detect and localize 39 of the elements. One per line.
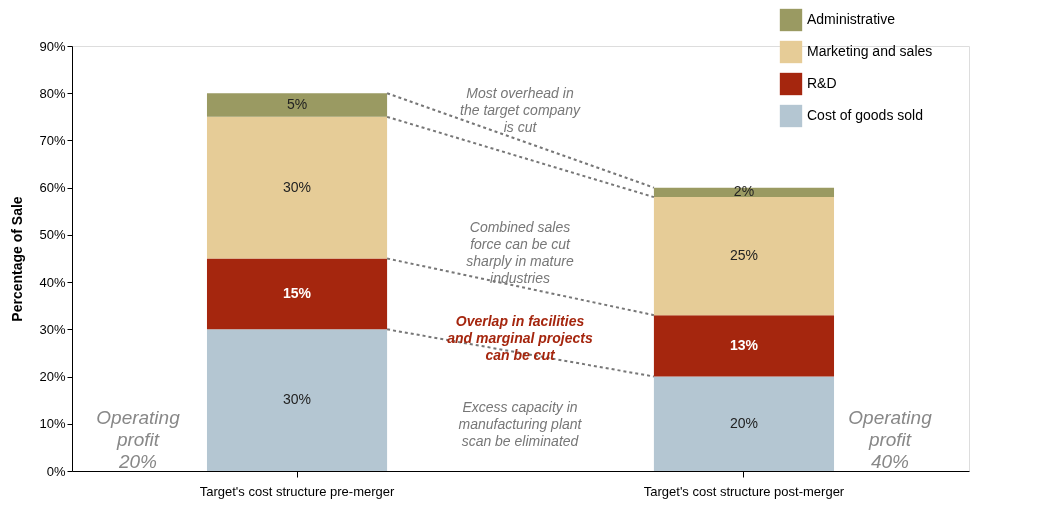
y-tick-label: 80% bbox=[39, 85, 66, 101]
data-label: 20% bbox=[729, 414, 758, 431]
annotation: Operating profit 40% bbox=[848, 407, 933, 472]
y-tick-label: 60% bbox=[39, 180, 66, 196]
y-axis-title: Percentage of Sale bbox=[9, 196, 26, 322]
x-tick-label: Target's cost structure pre-merger bbox=[199, 483, 396, 499]
annotation: Combined sales force can be cut sharply in mature industries bbox=[466, 219, 574, 286]
legend-label: Marketing and sales bbox=[807, 43, 933, 59]
bar bbox=[206, 258, 388, 330]
annotation: Excess capacity in manufacturing plant scan be eliminated bbox=[458, 399, 583, 449]
bar bbox=[206, 116, 388, 259]
y-tick-label: 20% bbox=[39, 369, 66, 385]
y-tick-label: 30% bbox=[39, 321, 66, 337]
annotation: Overlap in facilities and marginal projects can be cut bbox=[447, 313, 593, 363]
bar bbox=[206, 329, 388, 471]
y-tick-label: 50% bbox=[39, 227, 66, 243]
x-tick-label: Target's cost structure post-merger bbox=[643, 483, 845, 499]
y-tick-label: 90% bbox=[39, 38, 66, 54]
data-label: 30% bbox=[283, 178, 312, 195]
bar bbox=[653, 197, 835, 316]
data-label: 25% bbox=[729, 247, 758, 264]
y-tick-label: 40% bbox=[39, 274, 66, 290]
y-tick-label: 0% bbox=[46, 463, 66, 479]
annotation: Operating profit 20% bbox=[96, 407, 181, 472]
legend-label: R&D bbox=[807, 75, 837, 91]
data-label: 5% bbox=[286, 96, 308, 113]
annotation: Most overhead in the target company is cut bbox=[460, 85, 581, 135]
bar bbox=[653, 315, 835, 377]
data-label: 15% bbox=[283, 284, 312, 301]
data-label: 13% bbox=[729, 336, 759, 353]
legend-label: Cost of goods sold bbox=[807, 107, 923, 123]
y-tick-label: 10% bbox=[39, 416, 66, 432]
legend-label: Administrative bbox=[807, 11, 896, 27]
y-tick-label: 70% bbox=[39, 132, 66, 148]
data-label: 2% bbox=[733, 183, 755, 200]
data-label: 30% bbox=[283, 391, 312, 408]
bar bbox=[653, 187, 835, 198]
bar bbox=[653, 376, 835, 471]
bar bbox=[206, 93, 388, 117]
